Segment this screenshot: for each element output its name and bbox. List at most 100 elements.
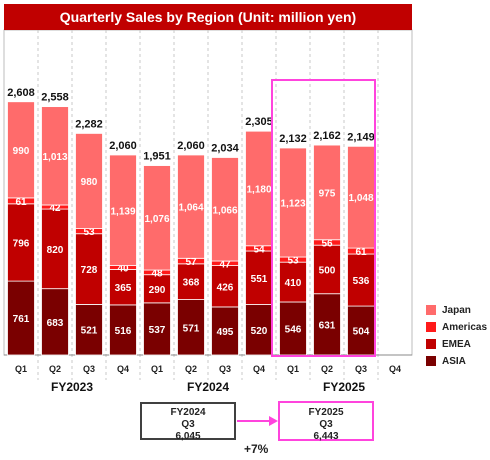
fiscal-year-label: FY2024 [187, 380, 229, 394]
bar-segment-emea [109, 269, 137, 306]
data-label: 365 [115, 283, 132, 294]
bar-segment-emea [75, 233, 103, 305]
data-label: 57 [185, 257, 197, 268]
comparison-left-quarter: Q3 [181, 419, 195, 430]
chart-title: Quarterly Sales by Region (Unit: million… [4, 4, 412, 30]
total-label: 2,282 [75, 118, 103, 130]
legend-label: Americas [442, 321, 488, 333]
data-label: 521 [81, 326, 98, 337]
bar-segment-japan [211, 157, 239, 262]
bar-segment-japan [313, 144, 341, 241]
data-label: 290 [149, 285, 166, 296]
total-label: 2,060 [109, 140, 137, 152]
data-label: 551 [251, 274, 268, 285]
fiscal-year-label: FY2025 [323, 380, 365, 394]
data-label: 495 [217, 327, 234, 338]
data-label: 980 [81, 177, 98, 188]
total-label: 1,951 [143, 151, 171, 163]
bar-segment-emea [7, 203, 35, 282]
data-label: 820 [47, 245, 64, 256]
quarter-tick-label: Q2 [49, 364, 61, 374]
legend-item-asia: ASIA [426, 353, 487, 369]
total-label: 2,034 [211, 142, 239, 154]
total-label: 2,305 [245, 116, 273, 128]
fy2025-highlight-box [271, 79, 376, 357]
data-label: 537 [149, 325, 166, 336]
bar-segment-asia [245, 304, 273, 356]
quarter-tick-label: Q1 [287, 364, 299, 374]
data-label: 410 [285, 278, 302, 289]
comparison-right-quarter: Q3 [319, 419, 333, 430]
bar-segment-asia [313, 293, 341, 356]
legend-swatch [426, 339, 436, 349]
total-label: 2,060 [177, 140, 205, 152]
bar-segment-asia [7, 280, 35, 356]
quarter-tick-label: Q4 [117, 364, 129, 374]
quarter-tick-label: Q3 [355, 364, 367, 374]
bar-segment-japan [109, 154, 137, 266]
bar-segment-asia [177, 299, 205, 356]
data-label: 631 [319, 320, 336, 331]
data-label: 1,066 [212, 205, 237, 216]
data-label: 53 [83, 227, 95, 238]
data-label: 61 [355, 247, 367, 258]
comparison-box-fy2025: FY2025 Q3 6,443 [278, 401, 374, 442]
quarter-tick-label: Q4 [389, 364, 401, 374]
legend-label: Japan [442, 304, 471, 316]
data-label: 536 [353, 276, 370, 287]
total-label: 2,149 [347, 131, 375, 143]
data-label: 1,076 [144, 214, 169, 225]
quarter-tick-label: Q4 [253, 364, 265, 374]
legend-swatch [426, 356, 436, 366]
data-label: 571 [183, 323, 200, 334]
bar-segment-japan [245, 130, 273, 247]
quarter-tick-label: Q1 [15, 364, 27, 374]
bar-segment-japan [41, 106, 69, 206]
data-label: 728 [81, 265, 98, 276]
bar-segment-emea [245, 250, 273, 305]
data-label: 1,180 [246, 184, 271, 195]
growth-label: +7% [244, 442, 269, 456]
bar-segment-asia [143, 302, 171, 356]
bar-segment-emea [279, 261, 307, 303]
quarter-tick-label: Q3 [83, 364, 95, 374]
bar-segment-japan [279, 147, 307, 258]
bar-segment-japan [75, 133, 103, 229]
legend-swatch [426, 322, 436, 332]
data-label: 61 [15, 197, 27, 208]
data-label: 368 [183, 278, 200, 289]
data-label: 40 [117, 264, 129, 275]
data-label: 975 [319, 188, 336, 199]
data-label: 516 [115, 326, 132, 337]
data-label: 54 [253, 244, 265, 255]
bar-segment-japan [7, 101, 35, 199]
data-label: 504 [353, 327, 370, 338]
legend-label: ASIA [442, 355, 466, 367]
legend-swatch [426, 305, 436, 315]
data-label: 1,064 [178, 203, 203, 214]
data-label: 990 [13, 146, 30, 157]
data-label: 1,123 [280, 199, 305, 210]
legend-item-japan: Japan [426, 302, 487, 318]
data-label: 683 [47, 318, 64, 329]
data-label: 1,013 [42, 152, 67, 163]
legend-item-americas: Americas [426, 319, 487, 335]
total-label: 2,558 [41, 92, 69, 104]
data-label: 1,048 [348, 193, 373, 204]
fiscal-year-label: FY2023 [51, 380, 93, 394]
comparison-left-year: FY2024 [170, 407, 206, 418]
bar-segment-emea [211, 265, 239, 308]
data-label: 47 [219, 259, 231, 270]
bar-segment-asia [211, 306, 239, 356]
data-label: 42 [49, 203, 61, 214]
comparison-arrow-head [269, 416, 278, 426]
data-label: 546 [285, 324, 302, 335]
comparison-right-year: FY2025 [308, 407, 344, 418]
data-label: 48 [151, 268, 163, 279]
comparison-box-fy2024: FY2024 Q3 6,045 [140, 402, 236, 442]
data-label: 761 [13, 314, 30, 325]
data-label: 426 [217, 282, 234, 293]
legend-item-emea: EMEA [426, 336, 487, 352]
bar-segment-asia [75, 304, 103, 356]
